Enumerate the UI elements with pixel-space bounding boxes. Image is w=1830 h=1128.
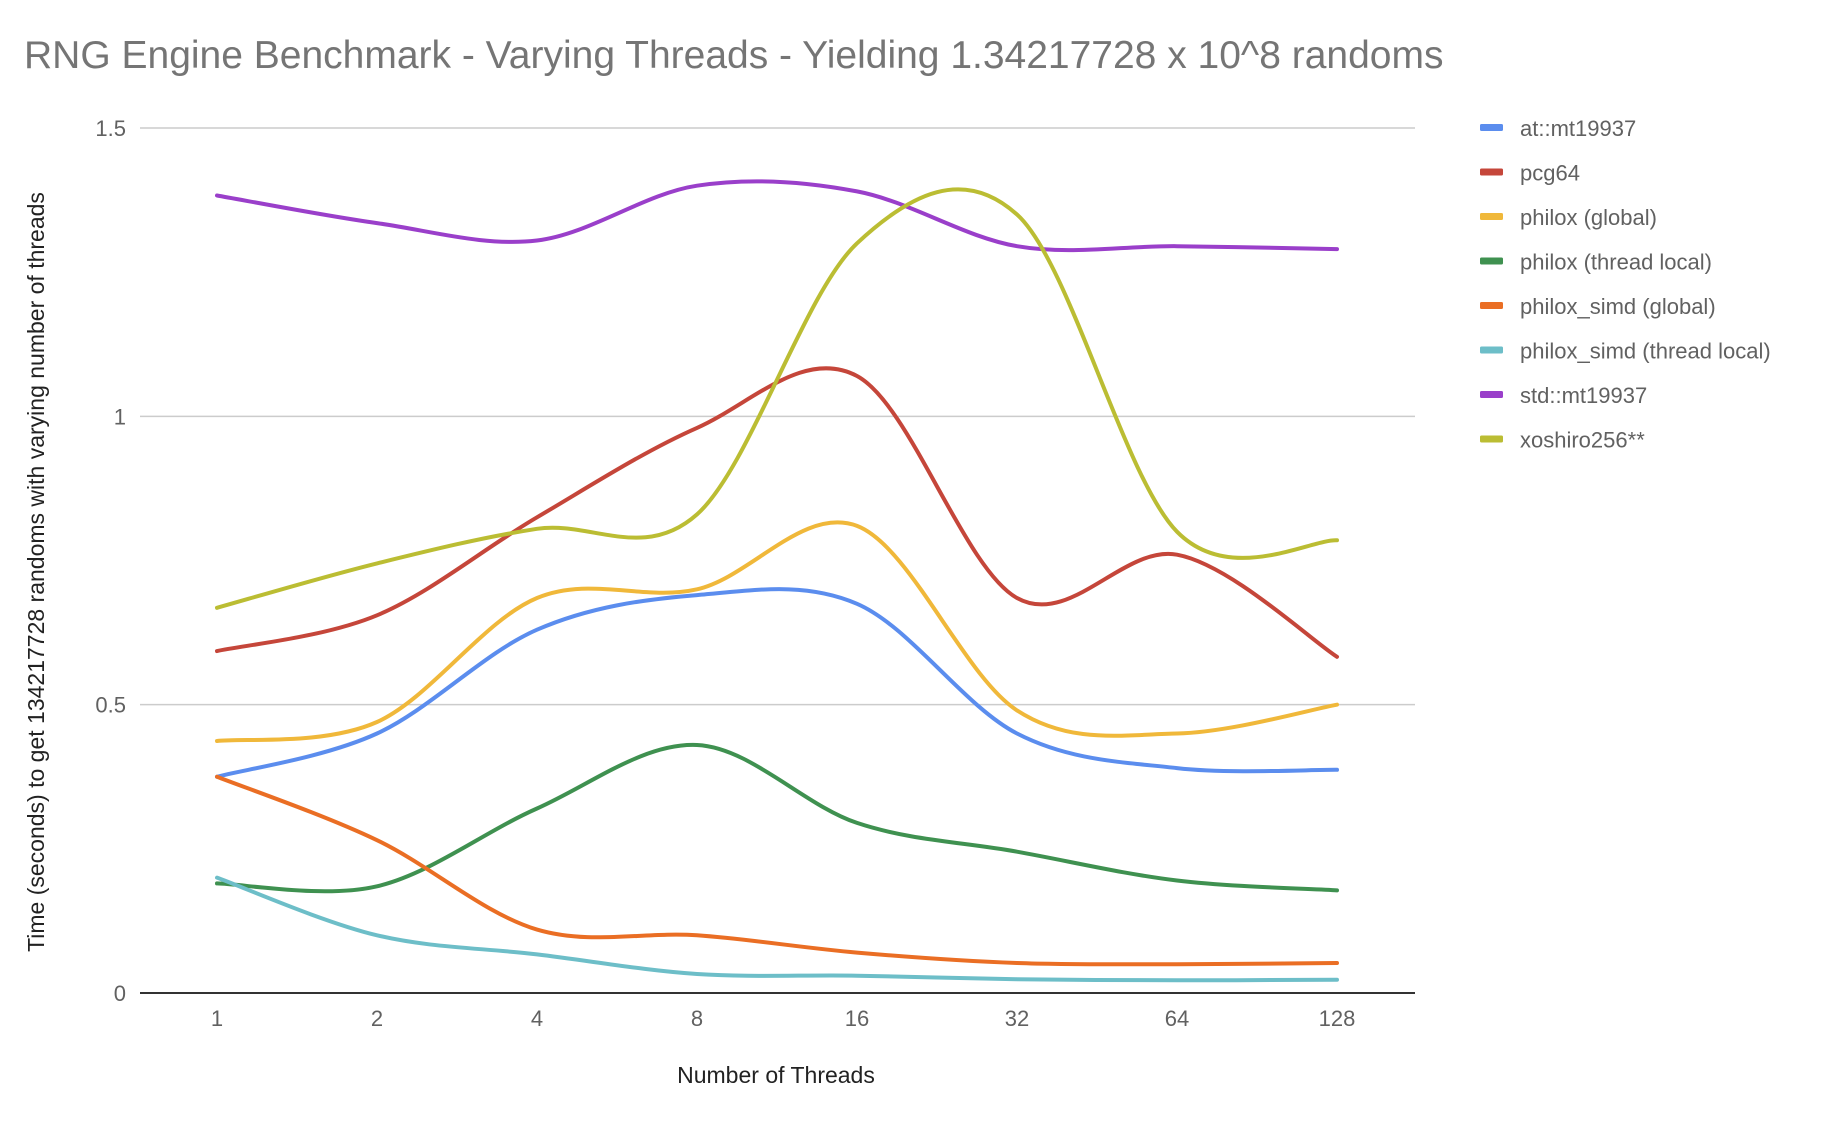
legend-label: std::mt19937 (1520, 383, 1647, 408)
legend-label: philox (thread local) (1520, 250, 1712, 275)
legend-item-philox-simd-thread-local[interactable]: philox_simd (thread local) (1480, 339, 1771, 364)
series-line-philox-simd-global (215, 774, 1339, 967)
legend-label: pcg64 (1520, 161, 1580, 186)
x-tick-label: 16 (845, 1006, 869, 1031)
x-tick-label: 2 (371, 1006, 383, 1031)
legend-label: philox_simd (thread local) (1520, 339, 1771, 364)
series-lines (215, 179, 1339, 983)
legend-swatch (1480, 346, 1503, 354)
legend-swatch (1480, 435, 1503, 443)
x-tick-label: 4 (531, 1006, 543, 1031)
legend-swatch (1480, 391, 1503, 398)
legend-item-philox-global[interactable]: philox (global) (1480, 205, 1657, 230)
gridlines (140, 127, 1415, 994)
chart-title: RNG Engine Benchmark - Varying Threads -… (24, 34, 1443, 77)
y-axis-label: Time (seconds) to get 134217728 randoms … (23, 192, 49, 952)
legend-label: xoshiro256** (1520, 428, 1645, 453)
legend-label: philox_simd (global) (1520, 294, 1716, 319)
legend-swatch (1480, 302, 1503, 309)
legend-item-at-mt19937[interactable]: at::mt19937 (1480, 116, 1636, 141)
legend-label: at::mt19937 (1520, 116, 1636, 141)
x-tick-label: 1 (211, 1006, 223, 1031)
x-axis-label: Number of Threads (677, 1062, 875, 1088)
legend-swatch (1480, 168, 1503, 176)
series-line-pcg64 (215, 366, 1339, 659)
x-axis-ticks: 1 2 4 8 16 32 64 128 (211, 1006, 1355, 1031)
y-tick-label: 1 (114, 404, 126, 429)
series-line-philox-thread-local (215, 742, 1339, 894)
x-tick-label: 8 (691, 1006, 703, 1031)
legend-item-pcg64[interactable]: pcg64 (1480, 161, 1580, 186)
legend-swatch (1480, 257, 1503, 265)
legend-label: philox (global) (1520, 205, 1657, 230)
legend-item-philox-simd-global[interactable]: philox_simd (global) (1480, 294, 1716, 319)
x-tick-label: 128 (1319, 1006, 1356, 1031)
legend-item-philox-thread-local[interactable]: philox (thread local) (1480, 250, 1712, 275)
series-line-std-mt19937 (215, 179, 1339, 253)
y-axis-ticks: 0 0.5 1 1.5 (95, 116, 126, 1006)
y-tick-label: 0 (114, 981, 126, 1006)
legend-swatch (1480, 213, 1503, 220)
y-tick-label: 0.5 (95, 693, 126, 718)
series-line-xoshiro256 (215, 187, 1339, 610)
series-line-at-mt19937 (215, 587, 1339, 779)
y-tick-label: 1.5 (95, 116, 126, 141)
series-line-philox-global (215, 520, 1339, 743)
x-tick-label: 64 (1165, 1006, 1189, 1031)
legend-swatch (1480, 124, 1503, 131)
x-tick-label: 32 (1005, 1006, 1029, 1031)
legend-item-std-mt19937[interactable]: std::mt19937 (1480, 383, 1647, 408)
series-line-philox-simd-thread-local (215, 875, 1339, 983)
legend-item-xoshiro256[interactable]: xoshiro256** (1480, 428, 1645, 453)
